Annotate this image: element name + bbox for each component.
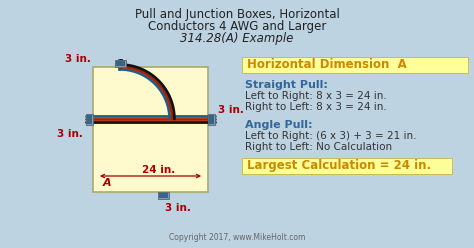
Text: Right to Left: 8 x 3 = 24 in.: Right to Left: 8 x 3 = 24 in. xyxy=(245,102,387,112)
Bar xyxy=(86,114,93,125)
Text: 3 in.: 3 in. xyxy=(57,129,83,139)
Bar xyxy=(158,192,169,199)
Text: Horizontal Dimension  A: Horizontal Dimension A xyxy=(247,59,407,71)
Bar xyxy=(93,67,208,192)
Text: 24 in.: 24 in. xyxy=(142,165,175,175)
Bar xyxy=(115,60,126,67)
Text: Largest Calculation = 24 in.: Largest Calculation = 24 in. xyxy=(247,159,431,173)
Text: Straight Pull:: Straight Pull: xyxy=(245,80,328,90)
Text: Copyright 2017, www.MikeHolt.com: Copyright 2017, www.MikeHolt.com xyxy=(169,233,305,242)
Bar xyxy=(208,114,215,125)
Text: Right to Left: No Calculation: Right to Left: No Calculation xyxy=(245,142,392,152)
Text: Angle Pull:: Angle Pull: xyxy=(245,120,312,130)
Text: Pull and Junction Boxes, Horizontal: Pull and Junction Boxes, Horizontal xyxy=(135,8,339,21)
Text: Left to Right: (6 x 3) + 3 = 21 in.: Left to Right: (6 x 3) + 3 = 21 in. xyxy=(245,131,417,141)
Bar xyxy=(87,115,92,124)
Bar xyxy=(159,193,168,198)
Text: 314.28(A) Example: 314.28(A) Example xyxy=(180,32,294,45)
Bar xyxy=(116,61,125,66)
Bar xyxy=(209,115,214,124)
Text: Conductors 4 AWG and Larger: Conductors 4 AWG and Larger xyxy=(148,20,326,33)
Text: 3 in.: 3 in. xyxy=(65,54,91,64)
Text: 3 in.: 3 in. xyxy=(218,105,244,115)
Text: A: A xyxy=(103,178,111,188)
Text: 3 in.: 3 in. xyxy=(165,203,191,213)
Bar xyxy=(242,158,452,174)
Bar xyxy=(242,57,468,73)
Text: Left to Right: 8 x 3 = 24 in.: Left to Right: 8 x 3 = 24 in. xyxy=(245,91,387,101)
